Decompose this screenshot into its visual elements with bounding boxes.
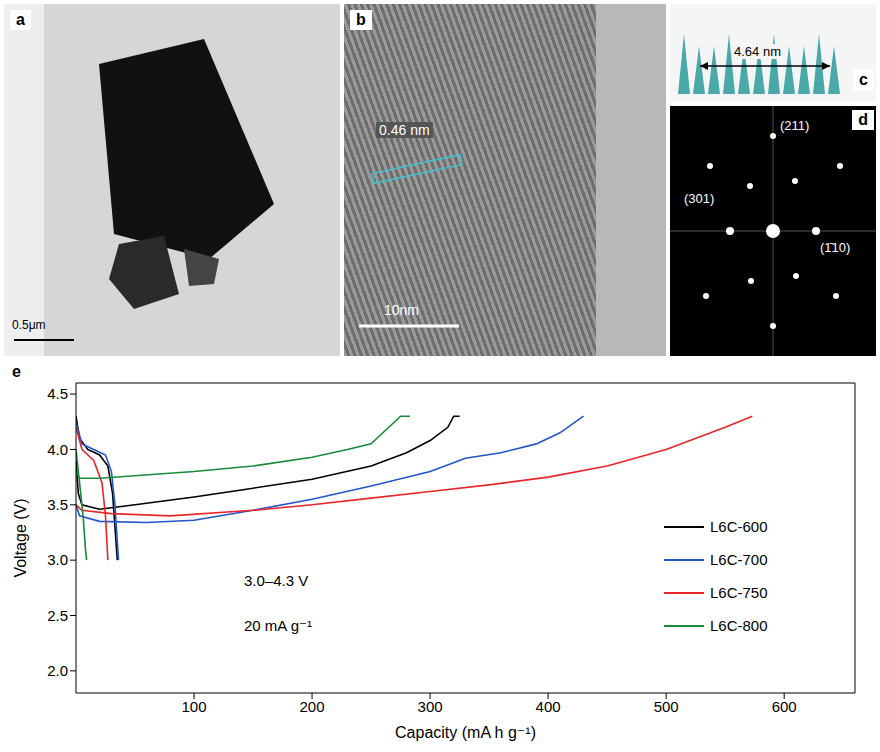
html-text:3.0–4.3 V: 3.0–4.3 V (244, 572, 309, 589)
html-text:L6C-800: L6C-800 (710, 617, 768, 634)
html-text:4.64 nm: 4.64 nm (734, 44, 781, 59)
svg-text:2.5: 2.5 (47, 607, 68, 624)
html-text:L6C-600: L6C-600 (710, 518, 768, 535)
svg-text:Voltage (V): Voltage (V) (12, 498, 29, 577)
svg-text:400: 400 (536, 698, 561, 715)
html-text:(211): (211) (780, 118, 810, 133)
html-text:(301): (301) (684, 191, 715, 206)
html-text:L6C-750: L6C-750 (710, 584, 768, 601)
svg-text:2.0: 2.0 (47, 662, 68, 679)
html-text:(1̄10): (1̄10) (820, 240, 851, 255)
html-text:c: c (859, 71, 868, 88)
html-text:0.5μm: 0.5μm (12, 318, 46, 332)
html-text:a: a (16, 11, 25, 28)
html-text:0.46 nm: 0.46 nm (379, 122, 430, 138)
svg-text:500: 500 (654, 698, 679, 715)
html-text:10nm: 10nm (384, 302, 419, 318)
html-text:e: e (12, 363, 21, 380)
html-text:L6C-700: L6C-700 (710, 551, 768, 568)
html-text:20 mA g⁻¹: 20 mA g⁻¹ (244, 617, 312, 634)
html-text:d: d (858, 111, 868, 128)
svg-text:200: 200 (300, 698, 325, 715)
svg-text:100: 100 (182, 698, 207, 715)
svg-text:300: 300 (418, 698, 443, 715)
svg-text:3.0: 3.0 (47, 551, 68, 568)
svg-text:Capacity (mA h g⁻¹): Capacity (mA h g⁻¹) (395, 724, 536, 741)
svg-text:3.5: 3.5 (47, 496, 68, 513)
svg-text:4.5: 4.5 (47, 385, 68, 402)
svg-text:600: 600 (772, 698, 797, 715)
html-text:b: b (356, 11, 366, 28)
svg-text:4.0: 4.0 (47, 441, 68, 458)
